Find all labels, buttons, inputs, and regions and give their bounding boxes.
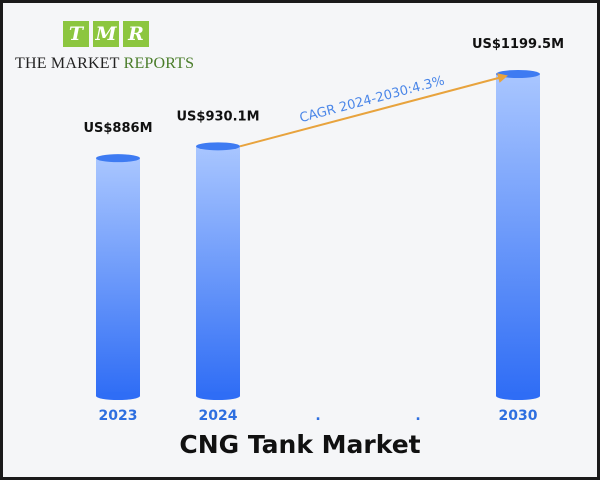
bar-2024 (196, 142, 240, 400)
cagr-annotation-text: CAGR 2024-2030:4.3% (298, 73, 446, 126)
tick-label-1: 2023 (99, 408, 138, 424)
data-label-2024: US$930.1M (176, 109, 259, 124)
tick-label-2: 2024 (199, 408, 238, 424)
logo-letter-r: R (123, 21, 149, 47)
tick-label-3: . (315, 408, 320, 424)
data-label-2023: US$886M (83, 121, 152, 136)
logo-wordmark-part1: THE MARKET (15, 55, 120, 72)
bar-2030 (496, 70, 540, 400)
bar-top-cap (96, 154, 140, 163)
bar-body (496, 74, 540, 396)
tick-label-4: . (415, 408, 420, 424)
logo-letter-m: M (93, 21, 119, 47)
bar-top-cap (196, 142, 240, 151)
logo-wordmark: THE MARKET REPORTS (15, 55, 194, 73)
cagr-arrow (239, 73, 508, 148)
logo-letter-t: T (63, 21, 89, 47)
publisher-logo: T M R THE MARKET REPORTS (15, 21, 194, 73)
bar-base (196, 392, 240, 400)
labels-layer: US$886M 2023 US$930.1M 2024. . US$1199.5M 2030 (83, 37, 564, 424)
bar-body (196, 146, 240, 396)
bar-base (496, 392, 540, 400)
bars-layer (96, 70, 540, 400)
bar-body (96, 158, 140, 396)
logo-wordmark-part2: REPORTS (123, 55, 195, 72)
bar-2023 (96, 154, 140, 400)
data-label-2030: US$1199.5M (472, 37, 564, 52)
tick-label-5: 2030 (499, 408, 538, 424)
chart-title: CNG Tank Market (179, 430, 421, 459)
bar-base (96, 392, 140, 400)
annotation-layer: CAGR 2024-2030:4.3% (239, 73, 508, 148)
